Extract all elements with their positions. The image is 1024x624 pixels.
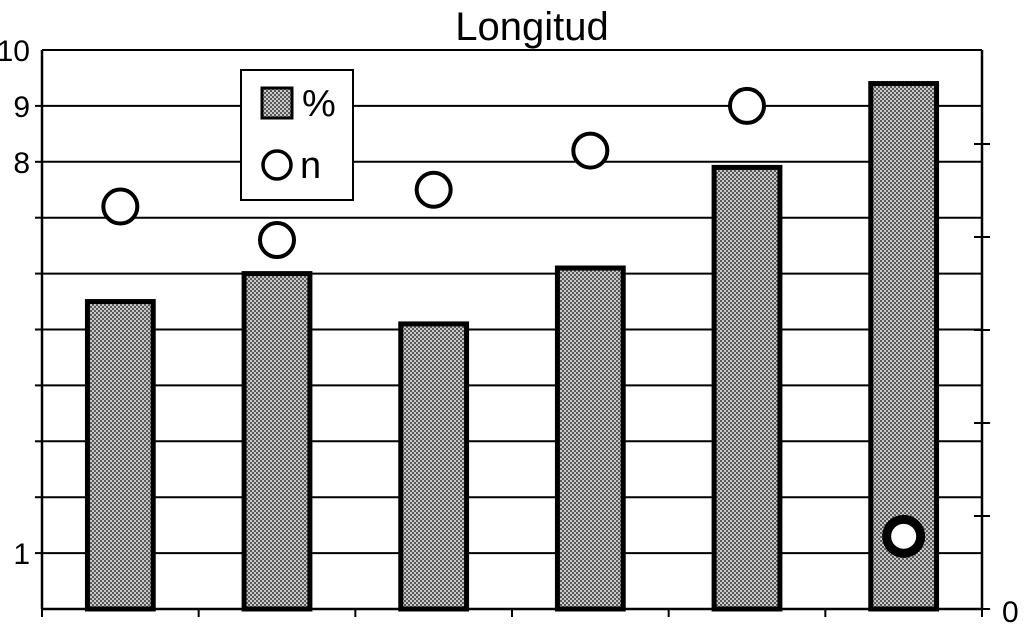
- bar: [554, 265, 626, 612]
- y-axis-tick-label: 8: [13, 147, 30, 180]
- y-axis-tick-labels: 10 9 8 1: [0, 35, 30, 571]
- bar-series: [84, 81, 940, 612]
- bar: [84, 299, 156, 612]
- data-point-marker: [258, 221, 296, 260]
- gridlines: [42, 104, 982, 555]
- bar: [398, 321, 470, 612]
- y-axis-tick-label: 10: [0, 35, 30, 68]
- data-point-marker: [728, 86, 766, 125]
- data-point-marker: [414, 170, 453, 209]
- data-point-marker: [882, 514, 926, 558]
- y-axis-tick-label: 1: [13, 538, 30, 571]
- bar: [241, 271, 313, 612]
- legend-marker-n: [261, 149, 293, 181]
- marker-series: [101, 86, 926, 558]
- data-point-marker: [101, 187, 140, 226]
- legend: % n: [240, 69, 354, 201]
- bar: [711, 164, 783, 612]
- chart-title: Longitud: [455, 5, 608, 49]
- legend-swatch-percent: [260, 86, 294, 120]
- right-axis-tick-label: 0: [1002, 596, 1019, 624]
- axis-ticks: [35, 104, 990, 617]
- y-axis-tick-label: 9: [13, 91, 30, 124]
- legend-label-percent: %: [302, 83, 336, 125]
- legend-box: [240, 69, 354, 201]
- legend-label-n: n: [300, 145, 321, 187]
- data-point-marker: [571, 131, 610, 170]
